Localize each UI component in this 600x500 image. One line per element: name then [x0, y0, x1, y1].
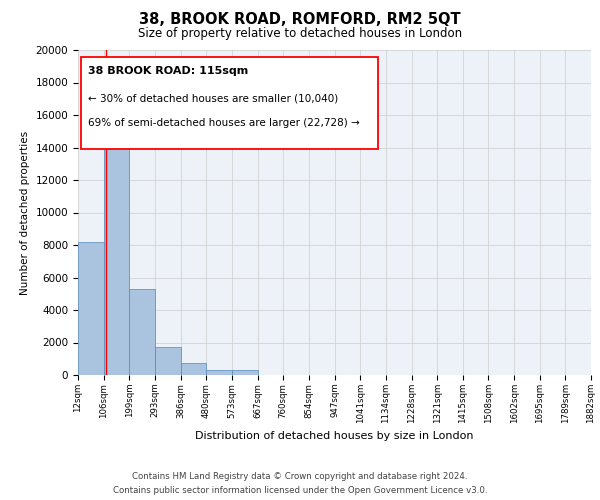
Bar: [78, 242, 104, 375]
Bar: [155, 346, 181, 375]
Text: 38, BROOK ROAD, ROMFORD, RM2 5QT: 38, BROOK ROAD, ROMFORD, RM2 5QT: [139, 12, 461, 26]
Bar: [104, 104, 130, 375]
Bar: [232, 370, 257, 375]
Text: ← 30% of detached houses are smaller (10,040): ← 30% of detached houses are smaller (10…: [88, 93, 338, 103]
Text: 38 BROOK ROAD: 115sqm: 38 BROOK ROAD: 115sqm: [88, 66, 248, 76]
Text: 69% of semi-detached houses are larger (22,728) →: 69% of semi-detached houses are larger (…: [88, 118, 360, 128]
Bar: [130, 289, 155, 375]
Y-axis label: Number of detached properties: Number of detached properties: [20, 130, 30, 294]
Bar: [181, 363, 206, 375]
X-axis label: Distribution of detached houses by size in London: Distribution of detached houses by size …: [195, 432, 474, 442]
Text: Size of property relative to detached houses in London: Size of property relative to detached ho…: [138, 28, 462, 40]
Bar: [206, 370, 232, 375]
Text: Contains public sector information licensed under the Open Government Licence v3: Contains public sector information licen…: [113, 486, 487, 495]
Text: Contains HM Land Registry data © Crown copyright and database right 2024.: Contains HM Land Registry data © Crown c…: [132, 472, 468, 481]
